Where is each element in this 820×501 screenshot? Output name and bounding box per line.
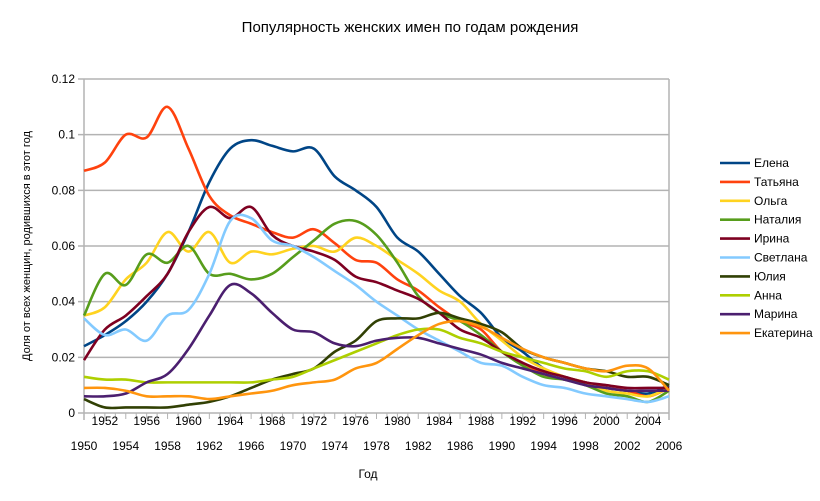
x-tick-label: 1988	[468, 414, 495, 428]
x-tick-label: 1960	[175, 414, 202, 428]
y-axis-label: Доля от всех женщин, родившихся в этот г…	[21, 130, 33, 360]
x-tick-label: 1952	[92, 414, 119, 428]
legend-item: Татьяна	[720, 175, 799, 189]
legend-item: Елена	[720, 156, 789, 170]
legend-item: Марина	[720, 307, 798, 321]
x-tick-label: 1972	[300, 414, 327, 428]
x-tick-label: 2004	[635, 414, 662, 428]
x-tick-label: 2006	[656, 439, 683, 453]
x-tick-label: 1990	[489, 439, 516, 453]
axes: 0 0.02 0.04 0.06 0.08 0.1 0.12 1950 1952 1954 1956…	[52, 72, 683, 453]
x-tick-label: 1994	[530, 439, 557, 453]
x-tick-label: 1980	[384, 414, 411, 428]
y-tick-label: 0.04	[52, 295, 76, 309]
x-tick-label: 1970	[280, 439, 307, 453]
x-tick-label: 1974	[321, 439, 348, 453]
series-line-2	[83, 105, 670, 398]
series-line-8	[83, 327, 670, 384]
series-line-6	[83, 213, 670, 404]
legend-label: Светлана	[754, 251, 808, 265]
legend-label: Марина	[754, 307, 798, 321]
series-line-5	[82, 205, 669, 390]
legend-item: Ольга	[720, 194, 788, 208]
legend-item: Екатерина	[720, 326, 813, 340]
y-tick-label: 0.1	[58, 128, 75, 142]
legend-label: Ольга	[754, 194, 788, 208]
x-tick-label: 2002	[614, 439, 641, 453]
x-tick-label: 1978	[363, 439, 390, 453]
x-tick-label: 1954	[112, 439, 139, 453]
y-tick-label: 0.06	[52, 239, 76, 253]
legend-item: Светлана	[720, 251, 808, 265]
chart-title: Популярность женских имен по годам рожде…	[242, 19, 579, 36]
x-tick-label: 1966	[238, 439, 265, 453]
legend-item: Юлия	[720, 269, 786, 283]
x-tick-label: 1982	[405, 439, 432, 453]
y-tick-label: 0	[68, 406, 75, 420]
legend-label: Анна	[754, 288, 782, 302]
x-tick-label: 1976	[342, 414, 369, 428]
x-tick-label: 1992	[509, 414, 536, 428]
series-line-9	[83, 282, 669, 398]
x-tick-label: 1984	[426, 414, 453, 428]
x-tick-label: 2000	[593, 414, 620, 428]
legend: Елена Татьяна Ольга Наталия Ирина Светлана Юли…	[720, 156, 813, 340]
y-tick-label: 0.02	[52, 350, 76, 364]
x-tick-label: 1968	[259, 414, 286, 428]
legend-label: Екатерина	[754, 326, 813, 340]
legend-label: Татьяна	[754, 175, 799, 189]
legend-label: Ирина	[754, 232, 790, 246]
x-tick-label: 1964	[217, 414, 244, 428]
series-line-10	[83, 319, 670, 401]
series-lines	[82, 105, 670, 410]
legend-item: Наталия	[720, 213, 801, 227]
legend-label: Юлия	[754, 269, 786, 283]
legend-item: Анна	[720, 288, 782, 302]
x-axis-label: Год	[358, 467, 377, 481]
legend-label: Елена	[754, 156, 789, 170]
y-tick-label: 0.12	[52, 72, 76, 86]
x-tick-label: 1950	[71, 439, 98, 453]
gridlines	[78, 78, 669, 414]
x-tick-label: 1962	[196, 439, 223, 453]
x-tick-label: 1998	[572, 439, 599, 453]
y-tick-label: 0.08	[52, 183, 76, 197]
legend-label: Наталия	[754, 213, 801, 227]
x-tick-label: 1956	[133, 414, 160, 428]
x-tick-label: 1958	[154, 439, 181, 453]
x-tick-label: 1986	[447, 439, 474, 453]
legend-item: Ирина	[720, 232, 790, 246]
x-tick-label: 1996	[551, 414, 578, 428]
